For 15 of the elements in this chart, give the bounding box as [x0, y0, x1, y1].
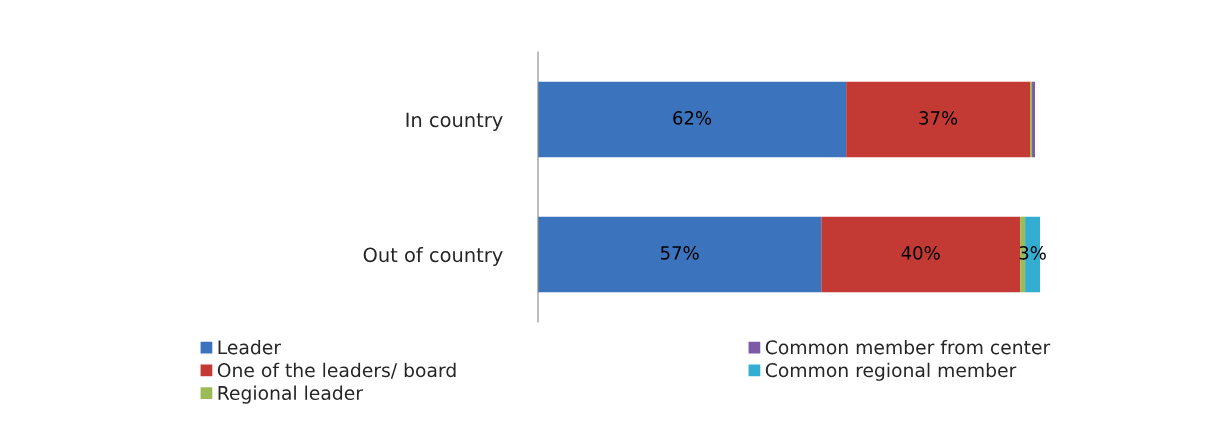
- data-label: 37%: [919, 111, 958, 125]
- legend-label: One of the leaders/ board: [217, 362, 456, 379]
- y-tick-label: Out of country: [363, 247, 503, 266]
- data-label: 57%: [660, 246, 699, 260]
- bar: [821, 216, 1021, 293]
- legend-label: Common regional member: [765, 362, 1017, 381]
- data-label: 62%: [673, 111, 712, 125]
- y-tick-label: In country: [406, 112, 503, 131]
- legend-label: Common member from center: [765, 339, 1051, 355]
- bar: [538, 81, 847, 158]
- data-label: 40%: [901, 246, 940, 260]
- legend-label: Leader: [218, 339, 282, 355]
- bar: [846, 81, 1031, 158]
- bar: [538, 216, 822, 293]
- legend-label: Regional leader: [218, 385, 363, 404]
